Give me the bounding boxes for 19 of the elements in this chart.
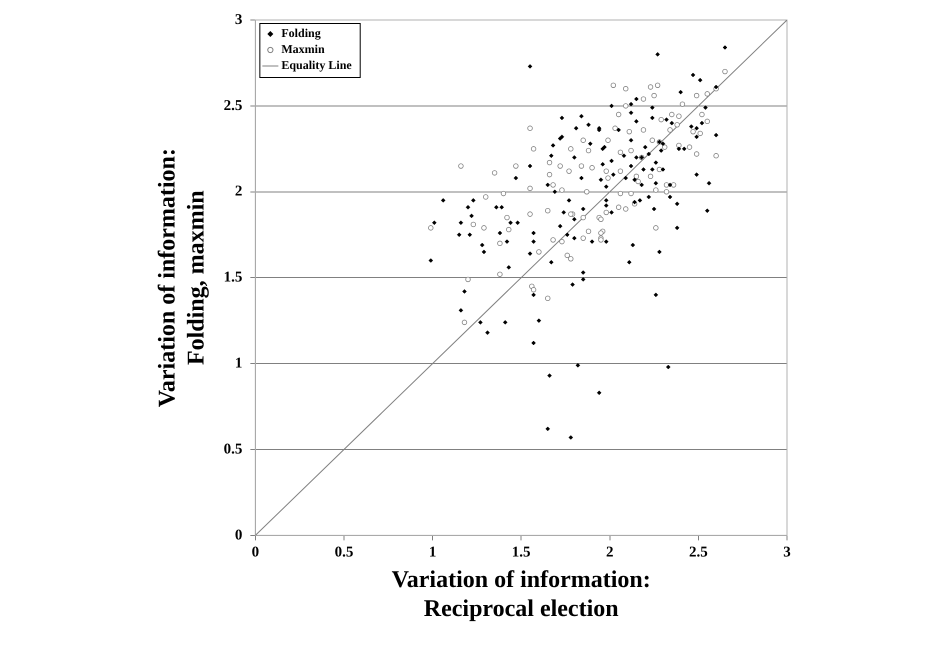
x-tick-label: 0.5 (334, 544, 354, 560)
x-tick-label: 1 (428, 544, 436, 560)
x-axis-title: Variation of information: Reciprocal election (392, 567, 651, 622)
legend-label: Equality Line (281, 58, 352, 72)
y-tick-label: 1 (234, 355, 242, 372)
y-tick-label: 1.5 (224, 270, 242, 286)
legend-label: Maxmin (281, 42, 326, 56)
y-tick-label: 0.5 (224, 441, 242, 458)
y-tick-label: 0 (234, 527, 242, 544)
y-axis-title: Variation of information: Folding, maxmin (154, 148, 210, 408)
x-tick-label: 0 (252, 544, 260, 560)
x-tick-label: 3 (783, 544, 791, 560)
x-tick-label: 2 (606, 544, 614, 560)
x-tick-label: 1.5 (512, 544, 531, 560)
y-tick-label: 2.5 (224, 98, 242, 114)
x-tick-label: 2.5 (689, 544, 708, 560)
y-tick-label: 3 (234, 12, 242, 28)
legend-label: Folding (281, 26, 321, 40)
y-tick-label: 2 (234, 184, 242, 200)
